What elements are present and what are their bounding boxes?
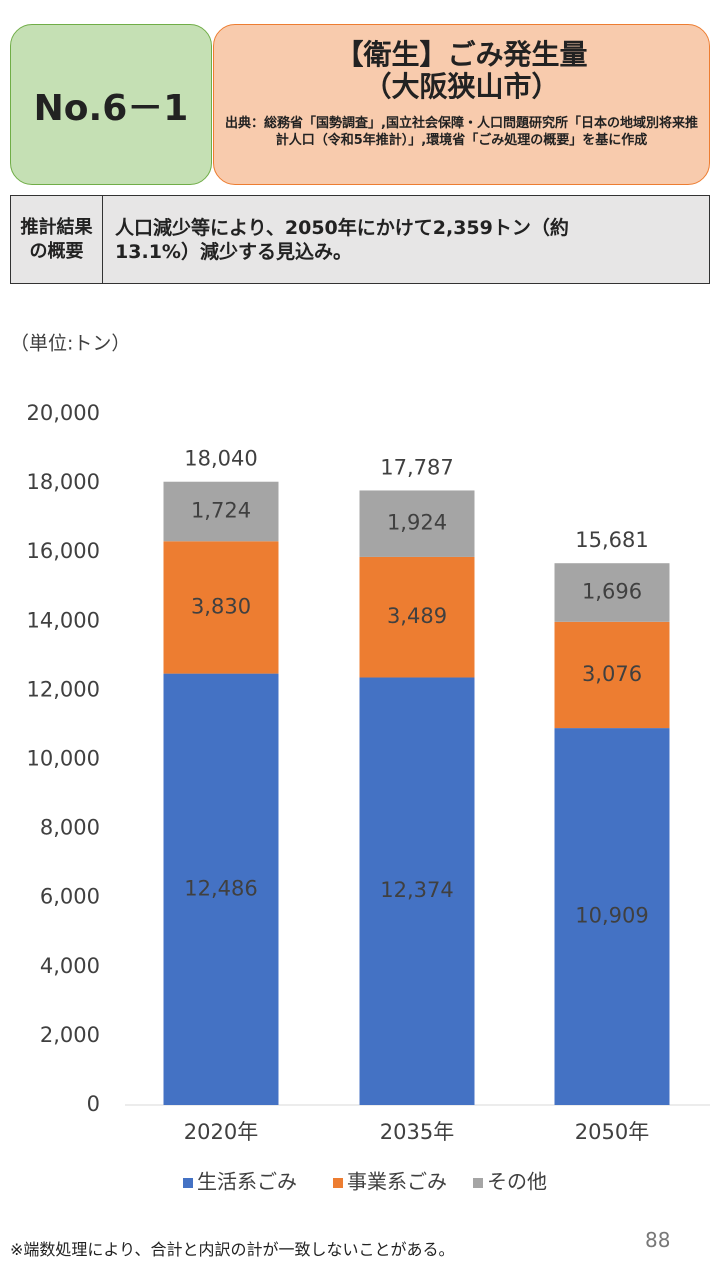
- y-tick-label: 10,000: [27, 747, 100, 771]
- total-label: 18,040: [184, 447, 257, 471]
- bar-segment: [359, 556, 475, 678]
- summary-label-line: 推計結果: [20, 216, 93, 238]
- legend-label: その他: [487, 1170, 547, 1194]
- y-tick-label: 16,000: [27, 539, 100, 563]
- bar-segment: [554, 728, 670, 1105]
- title-box: 【衛生】ごみ発生量 （大阪狭山市） 出典：総務省「国勢調査」,国立社会保障・人口…: [213, 24, 710, 185]
- source: 出典：総務省「国勢調査」,国立社会保障・人口問題研究所「日本の地域別将来推計人口…: [225, 116, 698, 148]
- value-label: 12,374: [380, 878, 453, 902]
- value-label: 10,909: [575, 904, 648, 928]
- y-tick-label: 12,000: [27, 677, 100, 701]
- bar-segment: [359, 490, 475, 557]
- total-label: 15,681: [575, 528, 648, 552]
- legend-swatch: [333, 1178, 343, 1188]
- chart: （単位:トン） 0 2,000 4,000 6,000 8,000 10,000 12,00…: [10, 333, 710, 1194]
- value-label: 1,696: [582, 580, 642, 604]
- legend-label: 生活系ごみ: [197, 1170, 297, 1194]
- value-label: 12,486: [184, 876, 257, 900]
- summary: 推計結果 の概要 人口減少等により、2050年にかけて2,359トン（約13.1…: [10, 195, 710, 284]
- bar-segment: [554, 621, 670, 729]
- title: （大阪狭山市）: [363, 70, 560, 103]
- summary-label: 推計結果 の概要: [11, 196, 104, 283]
- value-label: 1,724: [191, 499, 251, 523]
- total-label: 17,787: [380, 455, 453, 479]
- title: 【衛生】ごみ発生量: [335, 38, 588, 71]
- value-label: 3,076: [582, 662, 642, 686]
- legend-label: 事業系ごみ: [347, 1170, 447, 1194]
- y-tick-label: 0: [87, 1092, 100, 1116]
- summary-text: 人口減少等により、2050年にかけて2,359トン（約13.1%）減少する見込み…: [115, 217, 569, 263]
- page-number: 88: [645, 1228, 671, 1252]
- value-label: 3,489: [387, 604, 447, 628]
- value-label: 1,924: [387, 511, 447, 535]
- y-tick-label: 2,000: [40, 1023, 100, 1047]
- y-tick-label: 6,000: [40, 885, 100, 909]
- footnote: ※端数処理により、合計と内訳の計が一致しないことがある。: [10, 1240, 455, 1259]
- y-tick-label: 8,000: [40, 816, 100, 840]
- x-tick-label: 2020年: [184, 1120, 258, 1144]
- bar-segment: [163, 481, 279, 542]
- bar-segment: [359, 677, 475, 1105]
- bar-segment: [163, 673, 279, 1105]
- y-tick-label: 18,000: [27, 470, 100, 494]
- value-label: 3,830: [191, 594, 251, 618]
- legend-swatch: [183, 1178, 193, 1188]
- x-tick-label: 2035年: [380, 1120, 454, 1144]
- summary-label-line: の概要: [29, 240, 84, 262]
- y-tick-label: 14,000: [27, 608, 100, 632]
- badge: No.6－1: [10, 24, 212, 185]
- unit-label: （単位:トン）: [10, 333, 130, 355]
- bar-segment: [554, 563, 670, 622]
- legend-swatch: [473, 1178, 483, 1188]
- x-tick-label: 2050年: [575, 1120, 649, 1144]
- y-tick-label: 4,000: [40, 954, 100, 978]
- y-tick-label: 20,000: [27, 401, 100, 425]
- bar-segment: [163, 541, 279, 674]
